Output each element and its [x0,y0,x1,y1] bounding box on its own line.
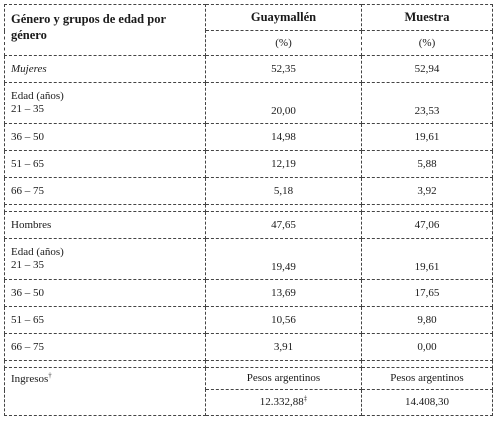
men-label: Hombres [4,211,206,239]
age-range: 21 – 35 [11,103,44,115]
demographics-table: Género y grupos de edad por género Guaym… [4,4,493,416]
income-unit-row: Ingresos† Pesos argentinos Pesos argenti… [4,367,493,416]
income-label: Ingresos [11,373,49,385]
women-guaymallen: 52,35 [205,55,362,83]
age-range: 51 – 65 [4,150,206,178]
income-label-mark: † [48,371,52,380]
section-spacer [4,360,493,368]
value-guaymallen: 13,69 [205,279,362,307]
income-unit-guaymallen: Pesos argentinos [205,367,362,390]
value-guaymallen: 10,56 [205,306,362,334]
women-label: Mujeres [4,55,206,83]
table-row: 66 – 75 3,91 0,00 [4,333,493,361]
header-unit-row: (%) (%) [5,30,493,56]
table-row: 66 – 75 5,18 3,92 [4,177,493,205]
value-muestra: 19,61 [361,238,493,280]
income-value-row: 12.332,88‡ 14.408,30 [5,389,493,416]
header-row: Género y grupos de edad por género Guaym… [4,4,493,56]
header-muestra: Muestra [361,4,493,31]
header-guaymallen: Guaymallén [205,4,362,31]
age-range: 36 – 50 [4,123,206,151]
age-range: 66 – 75 [4,177,206,205]
age-range: 21 – 35 [11,259,44,271]
age-range: 36 – 50 [4,279,206,307]
table-row: 36 – 50 14,98 19,61 [4,123,493,151]
table-container: Género y grupos de edad por género Guaym… [4,4,493,418]
value-guaymallen: 14,98 [205,123,362,151]
women-row: Mujeres 52,35 52,94 [4,55,493,83]
table-row: Edad (años) 21 – 35 19,49 19,61 [4,238,493,280]
men-guaymallen: 47,65 [205,211,362,239]
income-unit-muestra: Pesos argentinos [361,367,493,390]
table-row: 51 – 65 12,19 5,88 [4,150,493,178]
income-guaymallen: 12.332,88 [259,396,304,408]
value-muestra: 17,65 [361,279,493,307]
unit-muestra: (%) [361,30,493,56]
value-muestra: 0,00 [361,333,493,361]
men-age-heading: Edad (años) [11,246,64,258]
value-muestra: 19,61 [361,123,493,151]
women-muestra: 52,94 [361,55,493,83]
men-row: Hombres 47,65 47,06 [4,211,493,239]
table-row: 36 – 50 13,69 17,65 [4,279,493,307]
men-muestra: 47,06 [361,211,493,239]
value-guaymallen: 20,00 [205,82,362,124]
value-muestra: 9,80 [361,306,493,334]
age-range: 51 – 65 [4,306,206,334]
women-age-heading: Edad (años) [11,90,64,102]
value-muestra: 5,88 [361,150,493,178]
table-row: Edad (años) 21 – 35 20,00 23,53 [4,82,493,124]
value-muestra: 23,53 [361,82,493,124]
header-gender-age: Género y grupos de edad por género [4,4,206,56]
section-spacer [4,204,493,212]
table-row: 51 – 65 10,56 9,80 [4,306,493,334]
income-muestra: 14.408,30 [361,389,493,416]
value-guaymallen: 12,19 [205,150,362,178]
value-guaymallen: 5,18 [205,177,362,205]
age-range: 66 – 75 [4,333,206,361]
value-guaymallen: 3,91 [205,333,362,361]
income-guaymallen-mark: ‡ [303,394,308,403]
unit-guaymallen: (%) [205,30,362,56]
value-muestra: 3,92 [361,177,493,205]
value-guaymallen: 19,49 [205,238,362,280]
